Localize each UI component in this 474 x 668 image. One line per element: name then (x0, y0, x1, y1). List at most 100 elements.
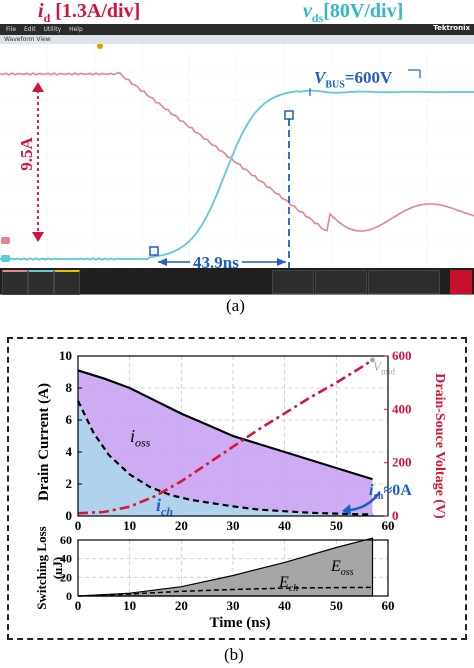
drain-current-line (77, 369, 373, 481)
time-span-arrowhead-left-icon (158, 258, 167, 266)
scope-waveform-area (0, 44, 474, 268)
top-x-tick-label: 40 (278, 518, 291, 533)
top-x-tick-label: 60 (382, 518, 395, 533)
drain-current-axis-title: Drain Current (A) (36, 382, 52, 502)
acquisition-settings-cell[interactable] (368, 270, 440, 294)
drain-current-plot-frame (77, 355, 389, 517)
ich-area (78, 400, 373, 516)
loss-x-tick-label: 0 (75, 598, 82, 613)
loss-y-tick-label: 40 (60, 552, 72, 566)
drain-current-chart: 0 2 4 6 8 10 0 200 400 600 0 10 20 30 40 50 60 (59, 348, 412, 533)
ioss-subscript: oss (135, 435, 151, 450)
cursor-start-marker[interactable] (149, 246, 159, 256)
vds-line (77, 358, 374, 515)
time-axis-title: Time (ns) (209, 615, 271, 631)
top-x-tick-label: 20 (175, 518, 188, 533)
voltage-axis-title: Drain-Souce Voltage (V) (432, 373, 447, 519)
menu-edit[interactable]: Edit (23, 26, 36, 33)
loss-x-tick-label: 10 (123, 598, 136, 613)
vbus-label: VBUS=600V (312, 68, 395, 91)
ich-line (77, 400, 373, 516)
ch1-settings-cell[interactable] (2, 270, 28, 295)
vds-subscript: ds (311, 11, 324, 25)
current-span-arrowhead-top-icon (32, 82, 44, 92)
time-span-arrowhead-right-icon (277, 258, 286, 266)
trigger-marker-icon[interactable] (97, 44, 103, 49)
panel-a-title-right: vds[80V/div] (303, 0, 403, 26)
vds-symbol: v (303, 0, 312, 22)
horizontal-settings-cell[interactable] (272, 270, 314, 294)
loss-x-tick-label: 60 (382, 598, 395, 613)
ich-zero-arrowhead-icon (342, 504, 351, 515)
ich-subscript: ch (161, 504, 174, 519)
vmid-symbol: V (373, 359, 381, 374)
menu-file[interactable]: File (6, 26, 17, 33)
ech-line (77, 586, 373, 597)
panel-a-caption: (a) (226, 296, 245, 315)
ioss-label: ioss (130, 426, 150, 451)
ch2-settings-cell[interactable] (28, 270, 54, 295)
top-x-tick-label: 30 (227, 518, 240, 533)
vbus-subscript: BUS (325, 79, 345, 91)
ech-label: Ech (279, 574, 298, 594)
id-symbol: i (38, 0, 44, 22)
vbus-symbol: V (314, 68, 326, 87)
ich-zero-symbol: i (369, 482, 374, 499)
oscilloscope-screen: File Edit Utility Help Tektronix Wavefor… (0, 24, 474, 295)
panel-a-title-left: id [1.3A/div] (38, 0, 140, 26)
ich-zero-label: ich≈0A (369, 482, 412, 502)
left-tick-label: 6 (66, 412, 73, 427)
ich-zero-value: ≈0A (383, 482, 412, 499)
id-subscript: d (43, 11, 51, 25)
scope-grid (0, 44, 474, 268)
loss-plot-frame (77, 539, 389, 597)
ioss-symbol: i (130, 426, 136, 446)
vds-scale: [80V/div] (323, 0, 404, 22)
loss-x-tick-label: 30 (227, 598, 240, 613)
ich-zero-arrow (349, 491, 381, 512)
vmid-label: Vmid (373, 359, 395, 377)
loss-y-tick-label: 0 (66, 589, 72, 603)
eoss-subscript: oss (340, 567, 354, 579)
left-tick-label: 8 (66, 380, 73, 395)
left-tick-label: 10 (59, 348, 72, 363)
loss-y-tick-label: 60 (60, 533, 72, 547)
panel-b-frame (7, 337, 467, 640)
id-scale: [1.3A/div] (50, 0, 141, 22)
ich-symbol: i (156, 495, 162, 515)
right-tick-label: 400 (392, 401, 412, 416)
current-span-arrowhead-bottom-icon (32, 232, 44, 242)
menu-help[interactable]: Help (69, 26, 83, 33)
scope-status-bar (0, 268, 474, 295)
vbus-value: =600V (344, 68, 393, 87)
vmid-subscript: mid (380, 366, 395, 377)
eoss-area (77, 537, 374, 597)
right-tick-label: 0 (392, 508, 399, 523)
scope-menu-bar: File Edit Utility Help Tektronix (0, 24, 474, 35)
stop-indicator[interactable] (450, 270, 472, 294)
loss-x-tick-label: 40 (278, 598, 291, 613)
trigger-settings-cell[interactable] (315, 270, 367, 294)
left-tick-label: 4 (66, 444, 73, 459)
left-tick-label: 2 (66, 476, 73, 491)
eoss-label: Eoss (331, 558, 354, 578)
ech-symbol: E (279, 574, 289, 591)
loss-x-tick-label: 50 (330, 598, 343, 613)
current-waveform (0, 72, 474, 232)
menu-utility[interactable]: Utility (43, 26, 62, 33)
ch2-marker-icon[interactable] (1, 255, 10, 262)
top-x-tick-label: 10 (123, 518, 136, 533)
switching-loss-axis-title: Switching Loss (uJ) (34, 526, 65, 610)
right-tick-label: 600 (392, 348, 412, 363)
ech-subscript: ch (288, 583, 299, 595)
ch1-marker-icon[interactable] (1, 237, 10, 244)
waveform-view-title: Waveform View (4, 36, 51, 43)
top-x-tick-label: 0 (75, 518, 82, 533)
eoss-symbol: E (331, 558, 341, 575)
ich-zero-subscript: ch (373, 491, 384, 503)
left-tick-label: 0 (66, 508, 73, 523)
vmid-marker (370, 357, 375, 363)
ch3-settings-cell[interactable] (54, 270, 80, 295)
